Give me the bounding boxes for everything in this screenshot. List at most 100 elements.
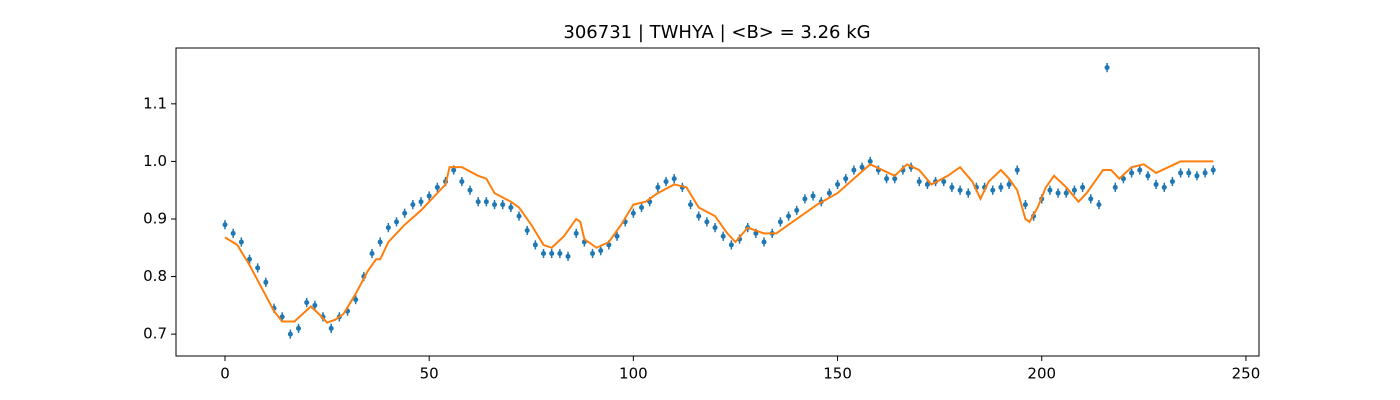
data-point xyxy=(1120,176,1126,182)
data-point xyxy=(1006,181,1012,187)
data-point xyxy=(590,251,596,257)
y-tick-label: 0.9 xyxy=(143,209,167,227)
data-point xyxy=(761,239,767,245)
data-point xyxy=(1186,170,1192,176)
data-point xyxy=(753,230,759,236)
data-point xyxy=(728,242,734,248)
data-point xyxy=(851,167,857,173)
y-tick-label: 1.1 xyxy=(143,94,167,112)
data-point xyxy=(532,242,538,248)
data-point xyxy=(255,265,261,271)
data-point xyxy=(655,184,661,190)
data-point xyxy=(884,176,890,182)
data-point xyxy=(663,179,669,185)
data-point xyxy=(696,213,702,219)
data-point xyxy=(500,202,506,208)
y-tick-label: 0.7 xyxy=(143,325,167,343)
data-point xyxy=(287,331,293,337)
data-point xyxy=(704,219,710,225)
data-point xyxy=(304,299,310,305)
data-point xyxy=(835,181,841,187)
data-point xyxy=(565,253,571,259)
data-point xyxy=(924,181,930,187)
x-tick-label: 150 xyxy=(823,365,852,383)
data-point xyxy=(475,199,481,205)
data-point xyxy=(492,202,498,208)
data-point xyxy=(524,227,530,233)
y-tick-label: 0.8 xyxy=(143,267,167,285)
data-point xyxy=(353,297,359,303)
data-point xyxy=(451,167,457,173)
data-point xyxy=(859,164,865,170)
x-tick-label: 200 xyxy=(1027,365,1056,383)
data-point xyxy=(843,176,849,182)
data-point xyxy=(777,219,783,225)
data-point xyxy=(810,193,816,199)
data-point xyxy=(483,199,489,205)
data-point xyxy=(892,176,898,182)
data-point xyxy=(1112,184,1118,190)
model-line xyxy=(224,160,1214,324)
data-point xyxy=(1080,184,1086,190)
data-point xyxy=(230,230,236,236)
plot-frame xyxy=(175,47,1260,357)
data-point xyxy=(434,184,440,190)
data-point xyxy=(957,187,963,193)
data-point xyxy=(720,233,726,239)
data-point xyxy=(222,222,228,228)
data-point xyxy=(1210,167,1216,173)
x-tick-label: 50 xyxy=(420,365,439,383)
data-point xyxy=(516,213,522,219)
data-point xyxy=(508,204,514,210)
data-point xyxy=(238,239,244,245)
data-point xyxy=(867,158,873,164)
data-point xyxy=(549,251,555,257)
data-point xyxy=(688,202,694,208)
data-point xyxy=(802,196,808,202)
data-point xyxy=(1169,179,1175,185)
data-point xyxy=(369,251,375,257)
data-point xyxy=(296,325,302,331)
data-point xyxy=(916,179,922,185)
data-point xyxy=(426,193,432,199)
data-point xyxy=(965,190,971,196)
data-point xyxy=(247,256,253,262)
data-point xyxy=(1014,167,1020,173)
data-point xyxy=(1137,167,1143,173)
data-point xyxy=(573,230,579,236)
data-point xyxy=(949,184,955,190)
chart-title: 306731 | TWHYA | <B> = 3.26 kG xyxy=(563,22,870,43)
data-point xyxy=(598,248,604,254)
data-point xyxy=(1055,190,1061,196)
data-point xyxy=(1071,187,1077,193)
data-point xyxy=(312,302,318,308)
data-point xyxy=(1145,173,1151,179)
data-point xyxy=(328,325,334,331)
data-point xyxy=(990,187,996,193)
data-point xyxy=(541,251,547,257)
data-point xyxy=(826,190,832,196)
x-tick-label: 0 xyxy=(220,365,230,383)
data-point xyxy=(1047,187,1053,193)
y-tick-label: 1.0 xyxy=(143,152,167,170)
data-point xyxy=(614,233,620,239)
data-point xyxy=(941,179,947,185)
data-point xyxy=(794,207,800,213)
data-point xyxy=(1202,170,1208,176)
data-point xyxy=(1096,202,1102,208)
data-point xyxy=(712,225,718,231)
data-point xyxy=(557,251,563,257)
data-point xyxy=(279,314,285,320)
data-point xyxy=(1063,190,1069,196)
data-point xyxy=(630,210,636,216)
data-point xyxy=(786,213,792,219)
data-point xyxy=(1129,170,1135,176)
data-point xyxy=(639,204,645,210)
data-point xyxy=(263,279,269,285)
data-point xyxy=(402,210,408,216)
data-point xyxy=(467,187,473,193)
data-point xyxy=(671,176,677,182)
data-point xyxy=(1088,196,1094,202)
data-point xyxy=(1153,181,1159,187)
